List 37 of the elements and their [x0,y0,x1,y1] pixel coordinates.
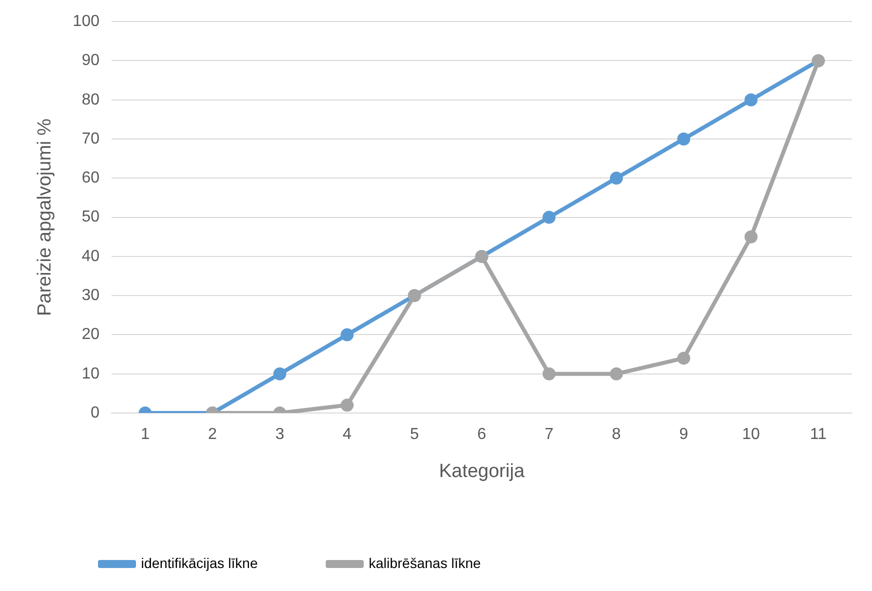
y-tick-label: 0 [90,404,100,422]
y-tick-label: 60 [82,170,100,187]
y-tick-label: 10 [82,365,100,382]
y-tick-label: 30 [82,286,100,304]
point [744,230,758,244]
legend-label: kalibrēšanas līkne [368,554,481,571]
x-axis-title: Kategorija [438,460,525,482]
point [610,367,623,380]
y-tick-label: 20 [82,326,100,344]
point [677,352,690,365]
point [610,172,623,185]
x-tick-label: 6 [477,426,486,444]
point [677,132,690,146]
point [542,210,556,224]
x-tick-label: 9 [679,426,688,444]
point [340,328,354,342]
legend-label: identifikācijas līkne [141,554,258,571]
y-tick-label: 100 [72,13,100,30]
point [273,367,286,380]
x-tick-label: 2 [208,426,218,444]
y-tick-label: 40 [82,248,100,265]
y-tick-label: 90 [82,52,100,70]
x-tick-label: 5 [410,426,419,444]
x-tick-label: 4 [342,426,352,444]
y-tick-label: 70 [82,130,100,148]
y-axis-title: Pareizie apgalvojumi % [34,118,56,316]
y-tick-label: 80 [82,91,100,108]
point [340,398,354,412]
x-tick-label: 7 [544,426,554,444]
x-tick-label: 1 [140,426,150,444]
x-tick-label: 3 [275,426,284,444]
x-tick-label: 10 [742,426,760,444]
x-tick-label: 8 [612,426,621,444]
y-tick-label: 50 [82,208,100,226]
point [744,93,758,106]
x-tick-label: 11 [810,426,827,444]
point [542,367,556,380]
